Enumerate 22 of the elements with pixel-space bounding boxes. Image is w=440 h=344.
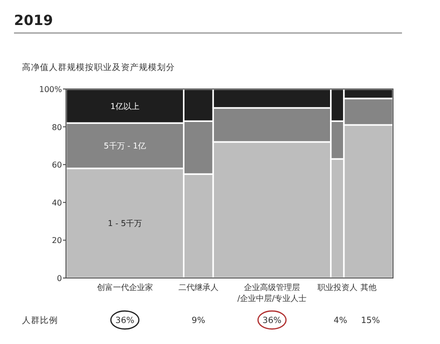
y-tick-label: 60 — [52, 160, 62, 170]
series-label: 1亿以上 — [110, 102, 140, 112]
data-label: 36% — [262, 316, 282, 326]
text: 人群比例 — [22, 315, 58, 326]
series-label: 5千万 - 1亿 — [104, 142, 146, 151]
x-tick-label: 职业投资人 — [317, 283, 358, 292]
x-tick-label: 创富一代企业家 — [96, 283, 153, 292]
chart-subtitle: 高净值人群规模按职业及资产规模划分 — [22, 62, 175, 73]
x-tick-label: 企业高级管理层 /企业中层/专业人士 — [237, 283, 307, 303]
x-tick-label: 其他 — [360, 283, 376, 292]
chart-title: 2019 — [14, 13, 53, 29]
x-tick-label: 二代继承人 — [178, 283, 218, 292]
y-tick-label: 40 — [52, 198, 62, 208]
y-tick-label: 0 — [56, 274, 62, 283]
data-label: 9% — [192, 316, 206, 326]
data-label: 36% — [115, 316, 134, 326]
y-tick-label: 20 — [52, 236, 62, 246]
data-label: 15% — [361, 316, 380, 326]
y-tick-label: 80 — [52, 122, 62, 132]
data-label: 4% — [334, 316, 348, 326]
series-label: 1 - 5千万 — [108, 219, 142, 228]
y-tick-label: 100% — [39, 85, 62, 94]
